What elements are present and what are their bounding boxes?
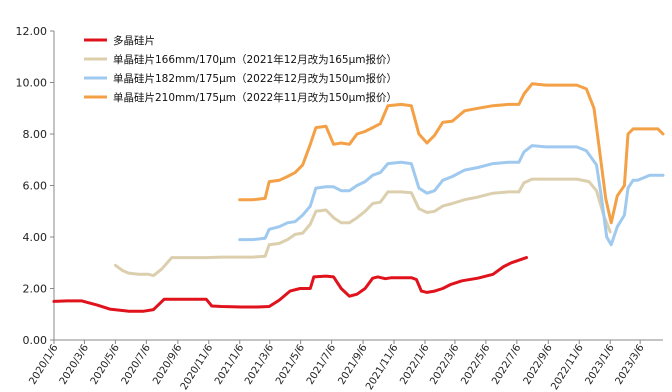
series-line-4 bbox=[238, 82, 665, 225]
x-tick-label: 2021/5/6 bbox=[274, 343, 307, 387]
series-layer bbox=[52, 82, 665, 313]
x-tick-label: 2020/1/6 bbox=[27, 343, 60, 387]
x-tick-label: 2022/11/6 bbox=[549, 343, 586, 392]
x-tick-label: 2021/11/6 bbox=[364, 343, 401, 392]
x-tick-label: 2021/9/6 bbox=[336, 343, 369, 387]
x-tick-label: 2021/1/6 bbox=[213, 343, 246, 387]
x-tick-label: 2022/3/6 bbox=[428, 343, 461, 387]
legend-label-3: 单晶硅片182mm/175μm（2022年12月改为150μm报价） bbox=[113, 72, 397, 85]
x-tick-label: 2021/7/6 bbox=[305, 343, 338, 387]
x-tick-label: 2020/9/6 bbox=[151, 343, 184, 387]
x-tick-label: 2022/7/6 bbox=[490, 343, 523, 387]
legend-label-4: 单晶硅片210mm/175μm（2022年11月改为150μm报价） bbox=[113, 91, 397, 104]
x-tick-label: 2020/3/6 bbox=[58, 343, 91, 387]
series-line-1 bbox=[52, 256, 528, 313]
x-tick-label: 2022/5/6 bbox=[459, 343, 492, 387]
x-tick-label: 2020/7/6 bbox=[120, 343, 153, 387]
series-line-2 bbox=[113, 177, 612, 278]
y-tick-label: 10.00 bbox=[16, 77, 48, 90]
x-tick-label: 2023/3/6 bbox=[614, 343, 647, 387]
x-tick-label: 2023/1/6 bbox=[584, 343, 617, 387]
y-tick-label: 12.00 bbox=[16, 25, 48, 38]
x-tick-label: 2022/1/6 bbox=[398, 343, 431, 387]
y-tick-label: 8.00 bbox=[23, 128, 48, 141]
x-tick-label: 2022/9/6 bbox=[522, 343, 555, 387]
x-tick-label: 2020/11/6 bbox=[179, 343, 216, 392]
y-tick-label: 4.00 bbox=[23, 231, 48, 244]
x-tick-label: 2020/5/6 bbox=[89, 343, 122, 387]
y-tick-label: 6.00 bbox=[23, 180, 48, 193]
y-tick-label: 0.00 bbox=[23, 334, 48, 347]
x-tick-label: 2021/3/6 bbox=[243, 343, 276, 387]
legend-label-2: 单晶硅片166mm/170μm（2021年12月改为165μm报价） bbox=[113, 53, 397, 66]
y-tick-label: 2.00 bbox=[23, 283, 48, 296]
series-line-3 bbox=[238, 144, 665, 247]
legend-label-1: 多晶硅片 bbox=[113, 34, 155, 47]
